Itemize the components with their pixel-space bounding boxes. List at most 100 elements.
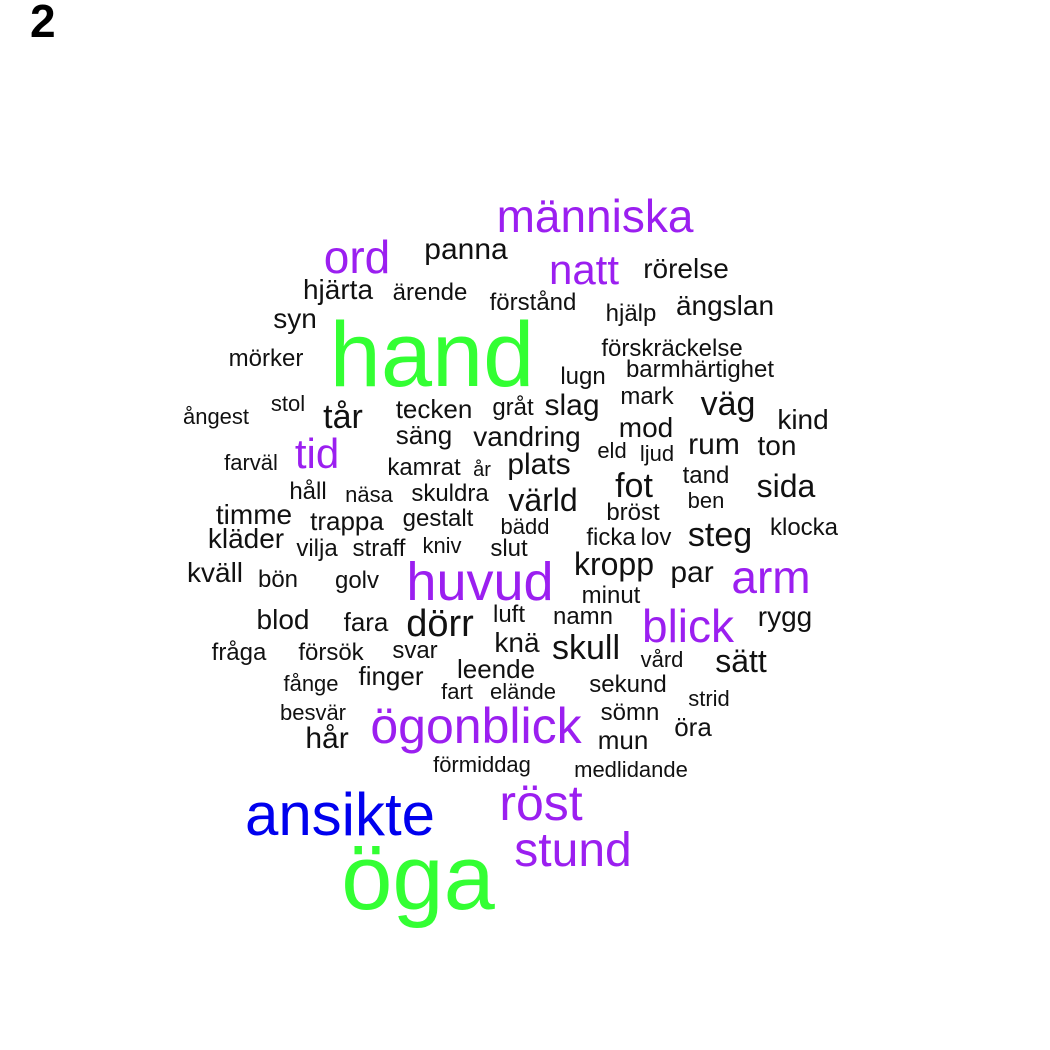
word-cloud-word: vård <box>640 647 684 672</box>
word-cloud-word: kropp <box>573 546 655 582</box>
word-cloud-word: namn <box>552 603 614 630</box>
word-cloud-word: förstånd <box>489 289 577 316</box>
word-cloud-word: trappa <box>310 506 384 536</box>
word-cloud-word: knä <box>494 627 540 658</box>
word-cloud-word: eld <box>597 438 627 463</box>
word-cloud-word: år <box>473 459 491 481</box>
word-cloud-word: fråga <box>211 639 267 666</box>
word-cloud-word: ansikte <box>244 781 436 848</box>
word-cloud-word: slag <box>544 389 600 422</box>
word-cloud-word: ficka <box>586 524 636 551</box>
word-cloud-word: rygg <box>757 601 813 632</box>
word-cloud-word: timme <box>215 499 293 530</box>
word-cloud-word: öra <box>674 712 712 742</box>
word-cloud-word: luft <box>492 601 526 628</box>
word-cloud-word: mörker <box>228 345 304 372</box>
word-cloud-word: kläder <box>207 523 285 554</box>
word-cloud-word: hjärta <box>302 274 374 305</box>
word-cloud-word: kväll <box>186 557 244 588</box>
word-cloud-word: ärende <box>392 279 468 306</box>
word-cloud-word: ångest <box>182 404 250 429</box>
word-cloud-word: fot <box>615 467 653 505</box>
word-cloud-word: lov <box>640 524 672 551</box>
word-cloud-word: finger <box>358 661 424 691</box>
word-cloud-word: natt <box>548 246 620 293</box>
word-cloud-word: svar <box>392 637 438 664</box>
word-cloud-word: tår <box>323 398 363 436</box>
word-cloud-word: bröst <box>606 499 660 526</box>
word-cloud-word: minut <box>581 582 641 609</box>
word-cloud-word: gestalt <box>402 505 474 532</box>
word-cloud-word: huvud <box>406 552 554 612</box>
word-cloud-word: arm <box>731 551 811 603</box>
word-cloud-word: sätt <box>715 643 767 679</box>
word-cloud-word: försök <box>298 639 364 666</box>
word-cloud-word: bön <box>257 566 299 593</box>
word-cloud-word: mark <box>620 383 674 410</box>
word-cloud-word: tecken <box>395 394 473 424</box>
word-cloud-word: mod <box>618 412 674 443</box>
word-cloud-word: ängslan <box>675 290 775 321</box>
word-cloud-word: gråt <box>492 394 534 421</box>
word-cloud-word: röst <box>499 775 583 831</box>
word-cloud-word: besvär <box>279 700 347 725</box>
word-cloud-word: dörr <box>406 603 474 645</box>
word-cloud-word: håll <box>289 478 327 505</box>
word-cloud-word: tid <box>294 430 340 477</box>
word-cloud-word: ton <box>757 430 797 461</box>
word-cloud-word: klocka <box>769 514 839 541</box>
word-cloud-word: hår <box>305 722 349 755</box>
word-cloud-word: blick <box>641 600 735 652</box>
word-cloud-word: säng <box>395 420 453 450</box>
word-cloud-word: kniv <box>422 533 462 558</box>
word-cloud-word: stol <box>270 391 306 416</box>
word-cloud-word: lugn <box>560 363 606 390</box>
word-cloud-word: öga <box>341 827 495 929</box>
word-cloud-word: syn <box>273 303 317 334</box>
word-cloud-word: skull <box>551 629 621 667</box>
word-cloud-word: farväl <box>224 450 278 475</box>
word-cloud-word: människa <box>496 190 694 242</box>
word-cloud-word: förskräckelse <box>601 335 743 362</box>
word-cloud-word: hand <box>329 304 535 406</box>
word-cloud-word: väg <box>700 385 756 423</box>
word-cloud-word: strid <box>688 686 730 711</box>
word-cloud-word: vandring <box>473 421 581 452</box>
word-cloud-word: ljud <box>639 441 675 466</box>
word-cloud-word: leende <box>456 654 536 684</box>
word-cloud-word: fart <box>441 679 473 704</box>
word-cloud-word: förmiddag <box>433 752 531 777</box>
word-cloud-word: golv <box>334 567 380 594</box>
word-cloud-word: elände <box>489 679 557 704</box>
word-cloud-word: panna <box>424 233 508 266</box>
word-cloud-word: sekund <box>589 671 667 698</box>
word-cloud-word: sömn <box>600 699 660 726</box>
word-cloud-word: plats <box>507 448 571 481</box>
word-cloud-word: medlidande <box>574 757 688 782</box>
word-cloud-word: ögonblick <box>370 698 582 754</box>
word-cloud-word: fånge <box>283 671 339 696</box>
panel-label: 2 <box>30 0 56 47</box>
word-cloud-word: slut <box>490 535 528 562</box>
word-cloud-word: näsa <box>345 482 393 507</box>
word-cloud-word: ben <box>687 488 725 513</box>
word-cloud-word: tand <box>682 462 730 489</box>
word-cloud-word: sida <box>756 468 816 504</box>
word-cloud-word: barmhärtighet <box>625 356 775 383</box>
word-cloud-word: blod <box>256 604 310 635</box>
word-cloud-word: kamrat <box>387 454 461 481</box>
word-cloud-word: steg <box>687 516 753 554</box>
word-cloud-word: skuldra <box>411 480 489 507</box>
word-cloud-word: värld <box>508 482 578 518</box>
word-cloud-word: rum <box>688 428 740 461</box>
word-cloud-word: mun <box>597 725 649 755</box>
word-cloud-word: kind <box>777 404 829 435</box>
word-cloud-word: fara <box>343 607 389 637</box>
word-cloud-word: vilja <box>296 535 338 562</box>
word-cloud-word: par <box>670 556 714 589</box>
word-cloud-word: straff <box>352 535 406 562</box>
word-cloud-word: bädd <box>500 514 550 539</box>
word-cloud-word: rörelse <box>643 253 729 284</box>
word-cloud-word: hjälp <box>605 300 657 327</box>
